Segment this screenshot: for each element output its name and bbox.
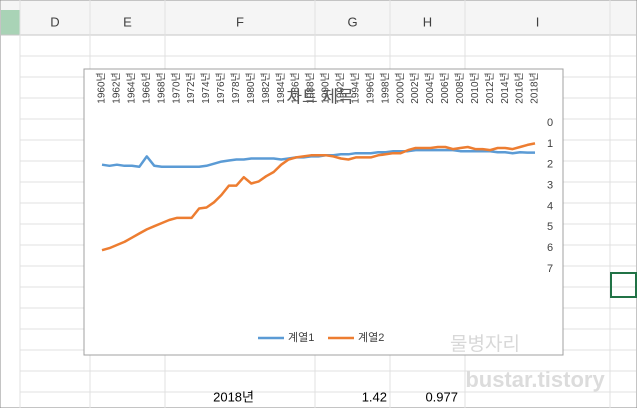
x-tick-label: 1972년 (185, 72, 197, 103)
x-tick-label: 1960년 (96, 72, 108, 103)
column-header[interactable]: G (347, 14, 357, 29)
x-tick-label: 1974년 (200, 72, 212, 103)
x-tick-label: 1966년 (140, 72, 152, 103)
x-tick-label: 1970년 (170, 72, 182, 103)
x-tick-label: 1996년 (364, 72, 376, 103)
y-tick-label: 6 (547, 242, 553, 254)
row-select (1, 10, 20, 35)
column-header[interactable]: H (423, 14, 432, 29)
watermark: bustar.tistory (465, 367, 605, 392)
y-tick-label: 5 (547, 221, 553, 233)
x-tick-label: 1964년 (126, 72, 138, 103)
x-tick-label: 1994년 (349, 72, 361, 103)
x-tick-label: 2006년 (439, 72, 451, 103)
column-header[interactable]: F (236, 14, 244, 29)
series-line[interactable] (101, 142, 536, 252)
legend-label[interactable]: 계열1 (288, 331, 314, 344)
x-tick-label: 2016년 (514, 72, 526, 103)
y-tick-label: 3 (547, 179, 553, 191)
x-tick-label: 1990년 (320, 72, 332, 103)
cell[interactable]: 2018년 (213, 389, 254, 404)
x-tick-label: 1982년 (260, 72, 272, 103)
x-tick-label: 2018년 (529, 72, 541, 103)
x-tick-label: 1968년 (155, 72, 167, 103)
watermark: 물병자리 (450, 333, 520, 355)
cell[interactable]: 0.977 (425, 389, 458, 404)
x-tick-label: 1984년 (275, 72, 287, 103)
legend-label[interactable]: 계열2 (358, 331, 384, 344)
selected-cell[interactable] (610, 272, 637, 298)
x-tick-label: 1992년 (335, 72, 347, 103)
x-tick-label: 1980년 (245, 72, 257, 103)
column-header[interactable]: I (536, 14, 540, 29)
chart-title[interactable]: 차트 제목 (286, 87, 353, 106)
x-tick-label: 1998년 (379, 72, 391, 103)
column-header[interactable]: D (50, 14, 59, 29)
x-tick-label: 2002년 (409, 72, 421, 103)
x-tick-label: 1962년 (111, 72, 123, 103)
chart-area[interactable] (83, 68, 564, 356)
x-tick-label: 2014년 (499, 72, 511, 103)
x-tick-label: 1986년 (290, 72, 302, 103)
x-tick-label: 2004년 (424, 72, 436, 103)
y-tick-label: 4 (547, 200, 553, 212)
y-tick-label: 1 (547, 138, 553, 150)
y-tick-label: 2 (547, 159, 553, 171)
x-tick-label: 1978년 (230, 72, 242, 103)
column-header-bar (1, 1, 636, 35)
column-header[interactable]: E (123, 14, 132, 29)
x-tick-label: 2012년 (484, 72, 496, 103)
y-tick-label: 0 (547, 117, 553, 129)
x-tick-label: 1988년 (305, 72, 317, 103)
x-tick-label: 2000년 (394, 72, 406, 103)
y-tick-label: 7 (547, 263, 553, 275)
x-tick-label: 1976년 (215, 72, 227, 103)
x-tick-label: 2010년 (469, 72, 481, 103)
cell[interactable]: 1.42 (362, 389, 387, 404)
x-tick-label: 2008년 (454, 72, 466, 103)
